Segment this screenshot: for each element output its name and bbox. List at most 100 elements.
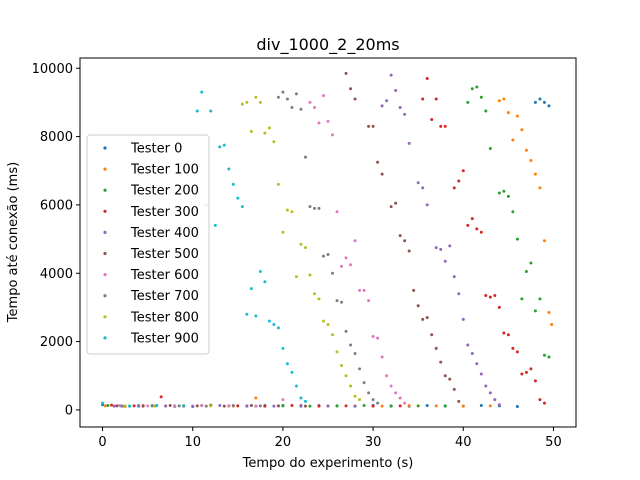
data-point <box>340 300 344 304</box>
data-point <box>344 71 348 75</box>
data-point <box>488 147 492 151</box>
data-point <box>321 319 325 323</box>
data-point <box>227 167 231 171</box>
data-point <box>367 391 371 395</box>
data-point <box>101 401 105 405</box>
legend-label: Tester 800 <box>130 310 199 325</box>
data-point <box>294 384 298 388</box>
data-point <box>407 249 411 253</box>
data-point <box>389 205 393 209</box>
data-point <box>106 403 110 407</box>
data-point <box>281 403 285 407</box>
data-point <box>326 119 330 123</box>
data-point <box>249 129 253 133</box>
y-tick-label: 0 <box>65 403 73 418</box>
data-point <box>353 239 357 243</box>
legend-label: Tester 200 <box>130 184 199 199</box>
data-point <box>137 403 141 407</box>
data-point <box>452 275 456 279</box>
data-point <box>380 404 384 408</box>
data-point <box>398 396 402 400</box>
data-point <box>331 333 335 337</box>
data-point <box>475 362 479 366</box>
data-point <box>542 239 546 243</box>
legend-item: Tester 800 <box>103 310 199 325</box>
data-point <box>112 404 116 408</box>
data-point <box>394 201 398 205</box>
y-tick-label: 4000 <box>40 267 73 282</box>
data-point <box>470 217 474 221</box>
legend-item: Tester 400 <box>103 226 199 241</box>
y-axis-label: Tempo até conexão (ms) <box>6 162 21 323</box>
data-point <box>195 404 199 408</box>
data-point <box>245 312 249 316</box>
data-point <box>276 326 280 330</box>
data-point <box>317 404 321 408</box>
data-point <box>511 138 515 142</box>
data-point <box>263 131 267 135</box>
data-point <box>272 140 276 144</box>
data-point <box>371 124 375 128</box>
data-point <box>538 297 542 301</box>
legend-item: Tester 300 <box>103 205 199 220</box>
data-point <box>506 333 510 337</box>
data-point <box>389 404 393 408</box>
data-point <box>240 102 244 106</box>
data-point <box>511 210 515 214</box>
data-point <box>218 145 222 149</box>
data-point <box>245 100 249 104</box>
data-point <box>141 404 145 408</box>
series-3 <box>110 77 546 408</box>
data-point <box>502 189 506 193</box>
legend-item: Tester 700 <box>103 289 199 304</box>
data-point <box>398 234 402 238</box>
data-point <box>443 259 447 263</box>
data-point <box>484 293 488 297</box>
data-point <box>326 323 330 326</box>
x-axis: 0 10 20 30 40 50 <box>98 427 562 450</box>
data-point <box>362 288 366 292</box>
data-point <box>488 391 492 395</box>
data-point <box>461 317 465 321</box>
data-point <box>331 271 335 275</box>
data-point <box>103 404 107 408</box>
data-point <box>506 111 510 115</box>
data-point <box>371 334 375 338</box>
y-tick-label: 2000 <box>40 335 73 350</box>
data-point <box>195 109 199 113</box>
data-point <box>371 404 375 408</box>
data-point <box>312 106 316 110</box>
data-point <box>416 181 420 185</box>
data-point <box>159 395 163 399</box>
data-point <box>506 194 510 198</box>
data-point <box>484 109 488 113</box>
legend-label: Tester 900 <box>130 331 199 346</box>
data-point <box>461 404 465 408</box>
data-point <box>213 223 217 227</box>
data-point <box>421 97 425 101</box>
legend-marker <box>103 209 107 213</box>
legend-label: Tester 500 <box>130 247 199 262</box>
data-point <box>533 100 537 104</box>
data-point <box>488 295 492 299</box>
data-point <box>254 396 258 400</box>
data-point <box>434 97 438 101</box>
data-point <box>290 210 294 214</box>
data-point <box>236 196 240 200</box>
data-point <box>358 288 362 292</box>
data-point <box>281 90 285 94</box>
series-8 <box>123 95 362 408</box>
data-point <box>227 404 231 408</box>
data-point <box>367 124 371 128</box>
data-point <box>308 404 312 408</box>
data-point <box>479 372 483 376</box>
data-point <box>511 346 515 350</box>
data-point <box>308 273 312 277</box>
data-point <box>299 242 303 246</box>
data-point <box>466 223 470 227</box>
legend-marker <box>103 315 107 319</box>
data-point <box>353 352 357 356</box>
legend-label: Tester 400 <box>130 226 199 241</box>
legend-item: Tester 200 <box>103 184 199 199</box>
data-point <box>182 404 186 408</box>
